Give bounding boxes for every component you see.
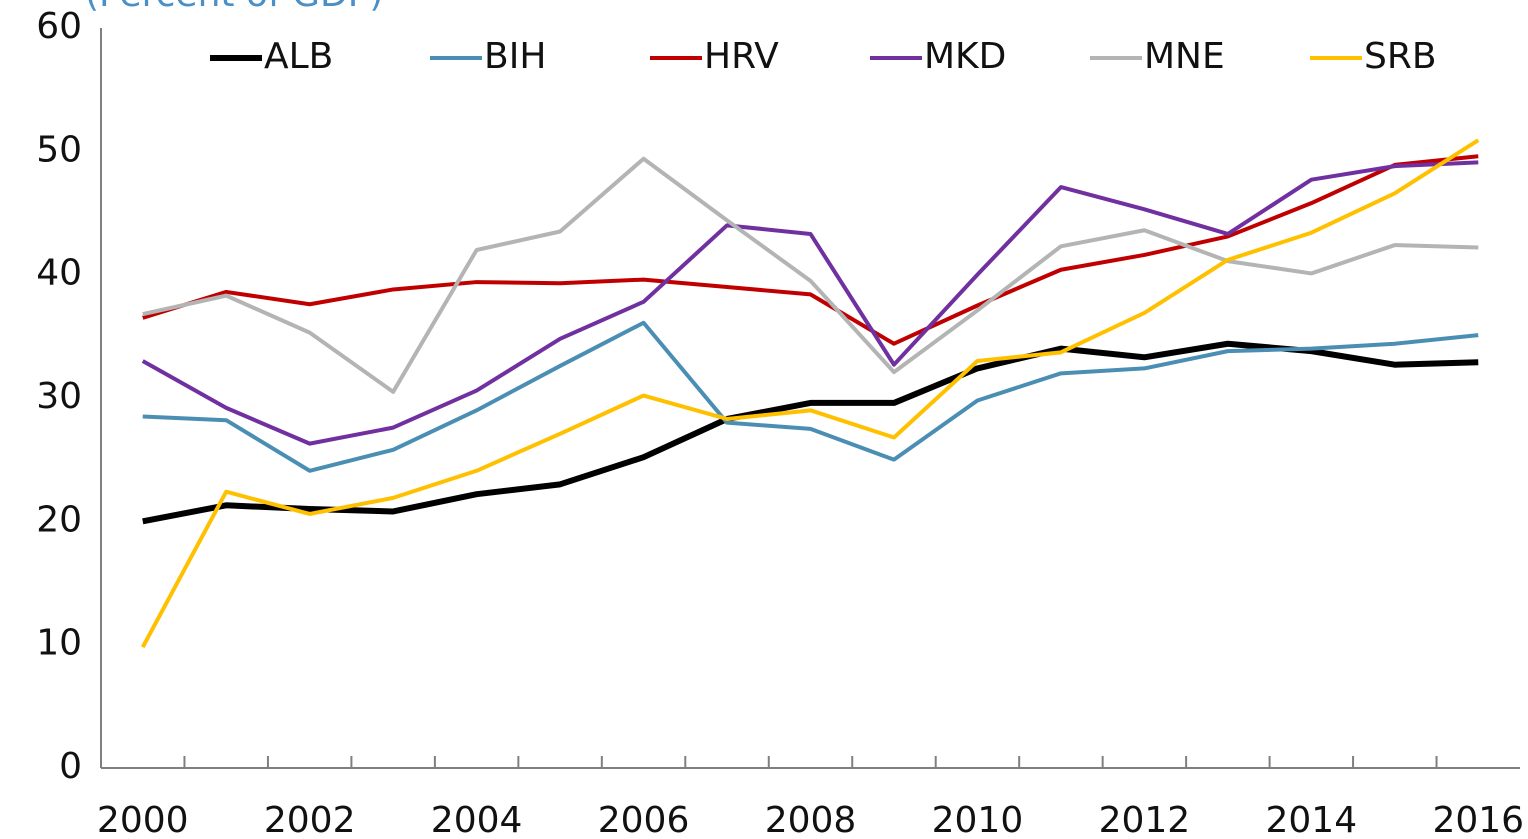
x-tick-label: 2016 <box>1432 800 1524 839</box>
legend-label: BIH <box>484 36 546 77</box>
y-tick-label: 50 <box>36 129 82 170</box>
x-tick-label: 2012 <box>1099 800 1191 839</box>
x-tick-label: 2004 <box>431 800 523 839</box>
legend-label: HRV <box>704 36 779 77</box>
series-line <box>140 138 1480 649</box>
series-line <box>142 340 1479 525</box>
legend-label: SRB <box>1364 36 1437 77</box>
legend-label: MKD <box>924 36 1006 77</box>
y-tick-label: 60 <box>36 6 82 47</box>
y-tick-label: 40 <box>36 253 82 294</box>
x-tick-label: 2010 <box>932 800 1024 839</box>
x-tick-label: 2000 <box>97 800 189 839</box>
y-tick-label: 10 <box>36 623 82 664</box>
x-tick-label: 2006 <box>598 800 690 839</box>
series-line <box>142 156 1479 394</box>
series-line <box>142 320 1479 473</box>
chart-subtitle: (Percent of GDP) <box>85 0 383 15</box>
series-line <box>142 154 1479 346</box>
legend-label: ALB <box>264 36 333 77</box>
y-tick-label: 30 <box>36 376 82 417</box>
x-tick-label: 2008 <box>765 800 857 839</box>
y-tick-label: 20 <box>36 499 82 540</box>
x-tick-label: 2002 <box>264 800 356 839</box>
x-tick-label: 2014 <box>1266 800 1358 839</box>
y-tick-label: 0 <box>59 746 82 787</box>
legend-label: MNE <box>1144 36 1225 77</box>
series-line <box>141 160 1479 446</box>
